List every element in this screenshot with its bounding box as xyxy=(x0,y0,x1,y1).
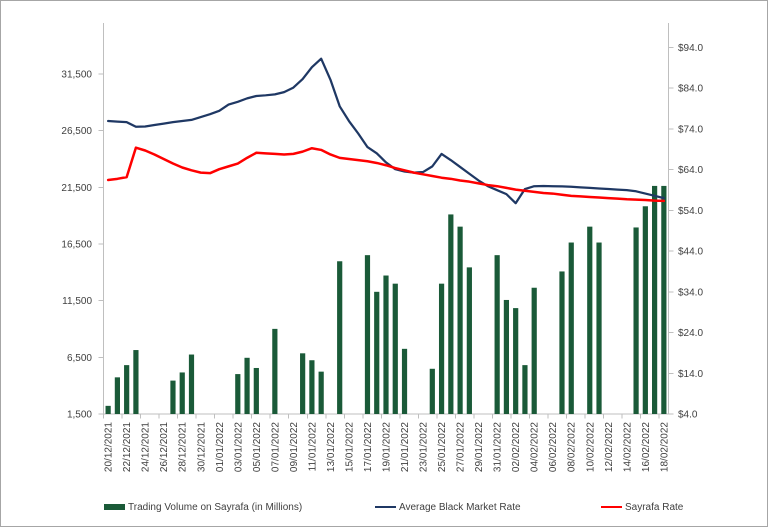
black-market-rate-line xyxy=(107,57,665,205)
x-axis-tick-label: 07/01/2022 xyxy=(270,422,281,472)
x-axis-tick-label: 02/02/2022 xyxy=(511,422,522,472)
x-axis-tick-label: 05/01/2022 xyxy=(252,422,263,472)
legend-label-black-market-rate: Average Black Market Rate xyxy=(399,501,521,513)
volume-bar xyxy=(235,374,241,414)
volume-bar xyxy=(559,271,565,414)
volume-bar xyxy=(124,365,130,414)
y-axis-left-tick-label: 21,500 xyxy=(61,183,92,194)
volume-bar xyxy=(661,185,667,414)
y-axis-right-tick-label: $94.0 xyxy=(678,43,703,54)
x-axis-tick-label: 29/01/2022 xyxy=(474,422,485,472)
sayrafa-rate-line xyxy=(106,146,666,203)
volume-bar xyxy=(253,367,259,414)
x-axis-tick-label: 16/02/2022 xyxy=(641,422,652,472)
x-axis-tick-label: 08/02/2022 xyxy=(567,422,578,472)
volume-bar xyxy=(522,365,528,414)
volume-bar xyxy=(466,267,472,414)
x-axis-tick-label: 17/01/2022 xyxy=(363,422,374,472)
volume-legend-swatch xyxy=(104,504,125,510)
volume-bar xyxy=(383,275,389,414)
volume-bar xyxy=(300,353,306,414)
volume-bar xyxy=(364,255,371,414)
volume-bar xyxy=(652,185,658,414)
y-axis-right-tick-label: $74.0 xyxy=(678,124,703,135)
x-axis-tick-label: 24/12/2021 xyxy=(141,422,152,472)
y-axis-left-tick-label: 6,500 xyxy=(67,353,92,364)
volume-bar xyxy=(392,283,398,414)
volume-bar xyxy=(309,360,315,414)
volume-bar xyxy=(568,242,574,414)
volume-bar xyxy=(642,206,648,414)
x-axis-tick-label: 22/12/2021 xyxy=(122,422,133,472)
volume-bar xyxy=(105,405,111,414)
volume-bar xyxy=(457,226,463,414)
volume-bar xyxy=(513,308,519,414)
x-axis-tick-label: 20/12/2021 xyxy=(104,422,115,472)
x-axis-tick-label: 01/01/2022 xyxy=(215,422,226,472)
black-market-legend-swatch xyxy=(375,505,396,509)
x-axis-tick-label: 26/12/2021 xyxy=(159,422,170,472)
x-axis-tick-label: 28/12/2021 xyxy=(178,422,189,472)
y-axis-right-tick-label: $34.0 xyxy=(678,287,703,298)
volume-bar xyxy=(494,255,500,414)
volume-bar xyxy=(272,328,278,414)
volume-bar xyxy=(170,380,176,414)
x-axis-tick-label: 13/01/2022 xyxy=(326,422,337,472)
x-axis-tick-label: 04/02/2022 xyxy=(530,422,541,472)
volume-bar xyxy=(503,299,510,414)
x-axis-tick-label: 31/01/2022 xyxy=(493,422,504,472)
sayrafa-legend-swatch xyxy=(601,505,622,509)
legend-label-trading-volume: Trading Volume on Sayrafa (in Millions) xyxy=(128,501,303,513)
y-axis-right-tick-label: $24.0 xyxy=(678,328,703,339)
volume-bar xyxy=(587,226,593,414)
x-axis-tick-label: 23/01/2022 xyxy=(419,422,430,472)
volume-bar xyxy=(401,348,408,414)
y-axis-left-tick-label: 26,500 xyxy=(61,126,92,137)
y-axis-right-tick-label: $14.0 xyxy=(678,369,703,380)
y-axis-right-tick-label: $44.0 xyxy=(678,247,703,258)
volume-bar xyxy=(179,372,185,414)
x-axis-tick-label: 25/01/2022 xyxy=(437,422,448,472)
volume-bar xyxy=(633,227,639,414)
volume-bar xyxy=(596,242,602,414)
legend-item-trading-volume: Trading Volume on Sayrafa (in Millions) xyxy=(104,500,302,514)
volume-bar xyxy=(438,283,445,414)
legend-item-sayrafa-rate: Sayrafa Rate xyxy=(601,500,683,514)
volume-bar xyxy=(133,350,139,414)
x-axis-tick-label: 14/02/2022 xyxy=(622,422,633,472)
x-axis-tick-label: 11/01/2022 xyxy=(307,422,318,472)
y-axis-right-tick-label: $64.0 xyxy=(678,165,703,176)
y-axis-left-tick-label: 31,500 xyxy=(61,70,92,81)
x-axis-tick-label: 15/01/2022 xyxy=(344,422,355,472)
y-axis-right-tick-label: $4.0 xyxy=(678,410,698,421)
x-axis-tick-label: 27/01/2022 xyxy=(456,422,467,472)
y-axis-right-tick-label: $84.0 xyxy=(678,84,703,95)
volume-bar xyxy=(114,377,120,414)
volume-bar xyxy=(188,354,195,414)
legend-label-sayrafa-rate: Sayrafa Rate xyxy=(625,501,684,513)
volume-bar xyxy=(531,287,537,414)
volume-bar xyxy=(448,214,454,414)
volume-bar xyxy=(318,371,324,414)
y-axis-right-tick-label: $54.0 xyxy=(678,206,703,217)
legend-item-black-market-rate: Average Black Market Rate xyxy=(375,500,521,514)
x-axis-tick-label: 06/02/2022 xyxy=(548,422,559,472)
x-axis-tick-label: 30/12/2021 xyxy=(196,422,207,472)
volume-bar xyxy=(429,368,435,414)
x-axis-tick-label: 10/02/2022 xyxy=(585,422,596,472)
x-axis-tick-label: 03/01/2022 xyxy=(233,422,244,472)
x-axis-tick-label: 19/01/2022 xyxy=(382,422,393,472)
x-axis-tick-label: 09/01/2022 xyxy=(289,422,300,472)
y-axis-left-tick-label: 1,500 xyxy=(67,410,92,421)
volume-bar xyxy=(337,261,343,414)
y-axis-left-tick-label: 11,500 xyxy=(62,296,92,307)
x-axis-tick-label: 21/01/2022 xyxy=(400,422,411,472)
volume-bar xyxy=(374,291,380,414)
x-axis-tick-label: 18/02/2022 xyxy=(659,422,670,472)
volume-bar xyxy=(244,357,250,414)
y-axis-left-tick-label: 16,500 xyxy=(61,240,92,251)
x-axis-tick-label: 12/02/2022 xyxy=(604,422,615,472)
